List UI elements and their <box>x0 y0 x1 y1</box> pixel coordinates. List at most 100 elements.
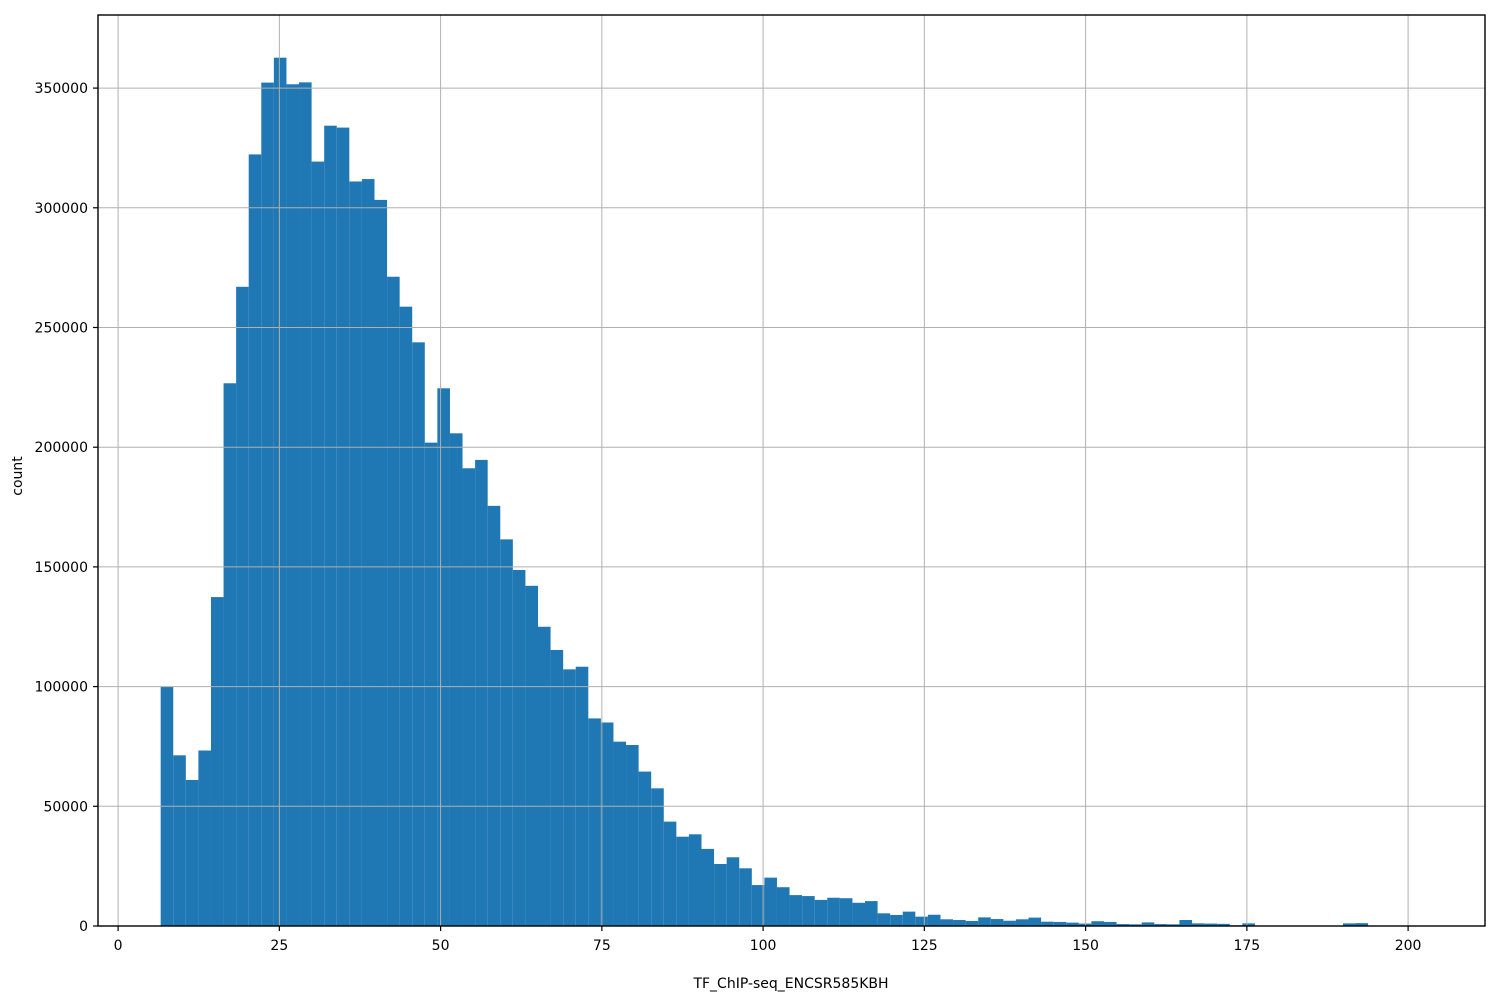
histogram-bar <box>1091 921 1104 926</box>
y-tick-label: 200000 <box>35 440 88 456</box>
histogram-bar <box>638 771 652 926</box>
histogram-bar <box>701 848 715 926</box>
histogram-bar <box>1041 921 1054 926</box>
histogram-bar <box>261 82 274 926</box>
bars-layer <box>98 15 1485 927</box>
histogram-bar <box>324 125 337 927</box>
histogram-bar <box>198 750 211 926</box>
x-tick-label: 100 <box>750 938 777 954</box>
histogram-bar <box>487 505 501 926</box>
histogram-bar <box>600 722 614 926</box>
histogram-bar <box>185 779 199 926</box>
histogram-bar <box>525 585 538 926</box>
histogram-bar <box>990 919 1004 926</box>
histogram-bar <box>575 666 589 926</box>
histogram-bar <box>726 857 740 926</box>
histogram-bar <box>437 388 450 926</box>
y-tick-label: 250000 <box>35 321 88 337</box>
histogram-bar <box>537 626 551 926</box>
histogram-bar <box>311 161 325 926</box>
histogram-bar <box>399 306 413 926</box>
histogram-bar <box>865 901 878 926</box>
histogram-bar <box>789 895 803 926</box>
histogram-bar <box>978 917 991 926</box>
histogram-bar <box>286 84 300 927</box>
x-tick-label: 175 <box>1233 938 1260 954</box>
histogram-bar <box>1217 923 1230 926</box>
x-tick-label: 0 <box>114 938 123 954</box>
x-tick-label: 50 <box>432 938 450 954</box>
y-tick-label: 0 <box>79 919 88 935</box>
histogram-bar <box>940 919 954 926</box>
y-tick-label: 50000 <box>43 799 88 815</box>
histogram-bar <box>210 597 224 926</box>
x-tick-label: 25 <box>270 938 288 954</box>
histogram-bar <box>651 788 664 926</box>
histogram-bar <box>424 442 438 926</box>
histogram-bar <box>449 433 463 926</box>
x-axis-label: TF_ChIP-seq_ENCSR585KBH <box>692 976 888 992</box>
histogram-bar <box>512 570 526 926</box>
histogram-bar <box>236 286 249 926</box>
histogram-bar <box>374 199 388 927</box>
histogram-bar <box>387 276 400 926</box>
histogram-bar <box>1355 923 1369 926</box>
histogram-bar <box>1242 923 1255 926</box>
histogram-bar <box>852 902 866 926</box>
histogram-bar <box>1103 921 1117 926</box>
histogram-bar <box>915 916 928 926</box>
x-tick-label: 75 <box>593 938 611 954</box>
histogram-bar <box>1066 922 1079 926</box>
y-axis-label: count <box>10 456 26 496</box>
histogram-bar <box>714 863 727 926</box>
histogram-bar <box>349 181 362 926</box>
histogram-bar <box>550 649 564 926</box>
histogram-bar <box>802 896 815 926</box>
histogram-bar <box>1154 924 1167 926</box>
histogram-bar <box>827 897 840 926</box>
plot-border <box>97 14 1486 927</box>
histogram-bar <box>1342 923 1356 926</box>
x-tick-label: 150 <box>1072 938 1099 954</box>
histogram-bar <box>839 898 853 926</box>
histogram-bar <box>663 821 677 926</box>
y-tick-label: 100000 <box>35 680 88 696</box>
histogram-bar <box>965 920 979 926</box>
histogram-bar <box>173 755 186 926</box>
histogram-bar <box>563 669 576 926</box>
histogram-bar <box>361 179 375 926</box>
histogram-bar <box>1192 923 1205 926</box>
histogram-bar <box>1028 917 1042 926</box>
histogram-bar <box>751 885 765 926</box>
histogram-bar <box>877 913 891 926</box>
y-tick-label: 300000 <box>35 201 88 217</box>
histogram-bar <box>814 899 828 926</box>
x-tick-label: 125 <box>911 938 938 954</box>
histogram-bar <box>412 342 425 927</box>
histogram-bar <box>1116 924 1130 926</box>
spine-layer <box>97 14 1486 927</box>
histogram-bar <box>462 468 476 926</box>
histogram-bar <box>248 154 262 926</box>
histogram-bar <box>475 459 488 926</box>
histogram-bar <box>902 911 916 926</box>
tick-layer: 0 25 50 75 100 125 150 175 200 0 50000 100000 150000… <box>35 81 1422 954</box>
histogram-bar <box>299 82 312 927</box>
histogram-bar <box>626 745 639 926</box>
histogram-bar <box>1003 920 1016 926</box>
histogram-bar <box>1204 923 1218 926</box>
histogram-bar <box>588 718 601 926</box>
histogram-bar <box>676 836 689 926</box>
y-tick-label: 150000 <box>35 560 88 576</box>
histogram-bar <box>1141 922 1155 926</box>
histogram-bar <box>688 834 702 926</box>
histogram-bar <box>500 539 513 926</box>
histogram-bar <box>1015 919 1029 926</box>
histogram-bar <box>1179 920 1193 926</box>
histogram-bar <box>1166 924 1180 926</box>
histogram-bar <box>1053 921 1067 926</box>
histogram-bar <box>273 57 287 926</box>
histogram-bar <box>1129 924 1142 926</box>
